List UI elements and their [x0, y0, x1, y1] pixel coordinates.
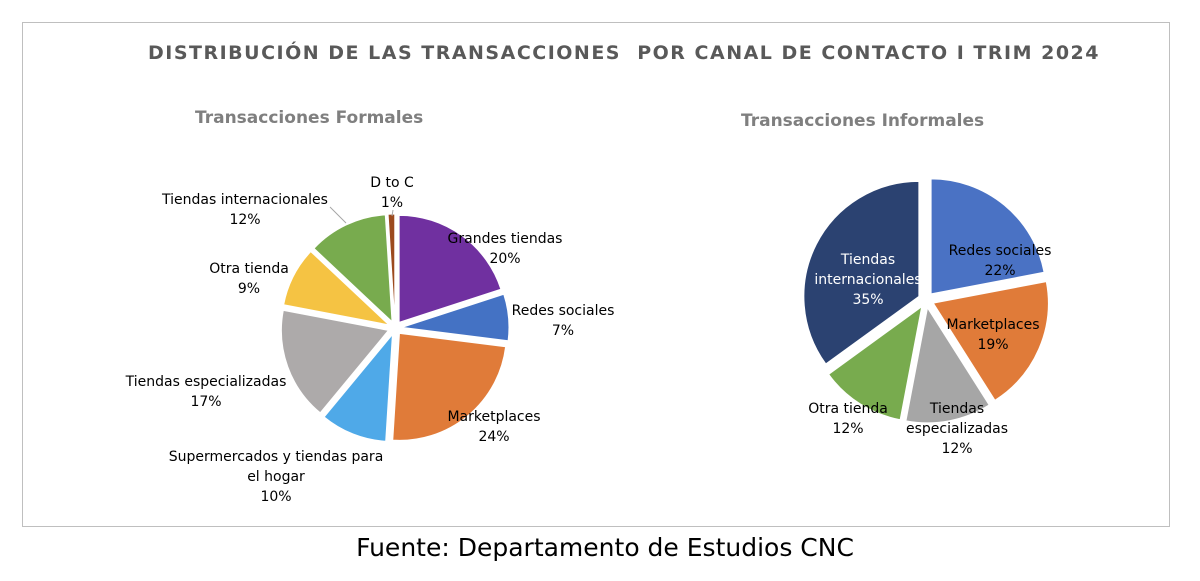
formal-label-otra-tienda: Otra tienda 9% [209, 261, 289, 297]
formal-pie-title: Transacciones Formales [195, 108, 424, 128]
formal-leader-line [329, 206, 347, 224]
formal-slice-tiendas-internacionales [313, 214, 393, 323]
formal-slice-marketplaces [392, 332, 507, 441]
informal-label-otra-tienda: Otra tienda 12% [808, 401, 888, 437]
informal-slice-redes-sociales [930, 178, 1045, 295]
formal-label-redes-sociales: Redes sociales 7% [512, 303, 615, 339]
formal-slice-supermercados-y-tiendas-para-el-hogar [323, 333, 394, 442]
formal-label-d-to-c: D to C 1% [370, 175, 414, 211]
informal-slice-tiendas-internacionales [803, 180, 920, 365]
informal-slice-tiendas-especializadas [905, 306, 990, 424]
pie-labels: Grandes tiendas 20% Redes sociales 7% Market… [125, 175, 1052, 505]
informal-pie [803, 178, 1049, 424]
formal-slice-d-to-c [387, 213, 396, 322]
informal-label-tiendas-internacionales: Tiendas internacionales 35% [814, 252, 921, 308]
formal-label-marketplaces: Marketplaces 24% [447, 409, 540, 445]
formal-label-supermercados-y-tiendas-para-el-hogar: Supermercados y tiendas para el hogar 10% [169, 449, 384, 505]
source-note: Fuente: Departamento de Estudios CNC [356, 533, 854, 562]
formal-pie [280, 213, 510, 442]
informal-slice-otra-tienda [827, 305, 923, 421]
formal-label-tiendas-especializadas: Tiendas especializadas 17% [125, 374, 287, 410]
informal-slice-marketplaces [932, 281, 1049, 401]
main-title: DISTRIBUCIÓN DE LAS TRANSACCIONES POR CA… [147, 42, 1100, 64]
formal-leader-line [391, 209, 394, 217]
formal-label-grandes-tiendas: Grandes tiendas 20% [448, 231, 563, 267]
formal-label-tiendas-internacionales: Tiendas internacionales 12% [161, 192, 328, 228]
informal-label-redes-sociales: Redes sociales 22% [949, 243, 1052, 279]
informal-label-marketplaces: Marketplaces 19% [946, 317, 1039, 353]
informal-label-tiendas-especializadas: Tiendas especializadas 12% [906, 401, 1008, 457]
formal-slice-tiendas-especializadas [280, 309, 390, 414]
formal-slice-grandes-tiendas [398, 214, 502, 324]
formal-slice-redes-sociales [401, 293, 510, 342]
formal-slice-otra-tienda [283, 250, 391, 326]
informal-pie-title: Transacciones Informales [741, 111, 985, 131]
